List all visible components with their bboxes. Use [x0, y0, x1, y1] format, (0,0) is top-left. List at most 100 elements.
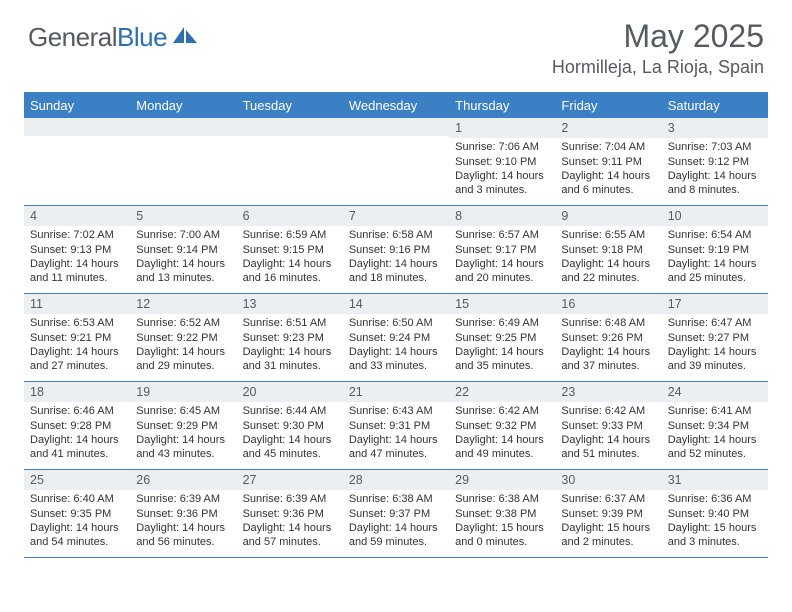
calendar-day-cell: 22Sunrise: 6:42 AMSunset: 9:32 PMDayligh…: [449, 382, 555, 470]
calendar-day-cell: 5Sunrise: 7:00 AMSunset: 9:14 PMDaylight…: [130, 206, 236, 294]
weekday-header: Monday: [130, 94, 236, 118]
sunrise-line: Sunrise: 6:39 AM: [136, 492, 230, 506]
sunset-line: Sunset: 9:32 PM: [455, 419, 549, 433]
weekday-header-row: SundayMondayTuesdayWednesdayThursdayFrid…: [24, 94, 768, 118]
weekday-header: Sunday: [24, 94, 130, 118]
sunset-line: Sunset: 9:29 PM: [136, 419, 230, 433]
sunset-line: Sunset: 9:36 PM: [136, 507, 230, 521]
day-details: Sunrise: 6:41 AMSunset: 9:34 PMDaylight:…: [662, 402, 768, 465]
day-number: 15: [449, 294, 555, 314]
sunrise-line: Sunrise: 6:42 AM: [561, 404, 655, 418]
daylight-line: Daylight: 14 hours and 20 minutes.: [455, 257, 549, 286]
day-details: Sunrise: 6:45 AMSunset: 9:29 PMDaylight:…: [130, 402, 236, 465]
calendar-empty-cell: [24, 118, 130, 206]
day-number: 21: [343, 382, 449, 402]
day-number: 27: [237, 470, 343, 490]
day-number: 18: [24, 382, 130, 402]
sunset-line: Sunset: 9:16 PM: [349, 243, 443, 257]
calendar-empty-cell: [343, 118, 449, 206]
location-text: Hormilleja, La Rioja, Spain: [552, 57, 764, 78]
sunset-line: Sunset: 9:15 PM: [243, 243, 337, 257]
month-title: May 2025: [552, 18, 764, 55]
calendar-day-cell: 6Sunrise: 6:59 AMSunset: 9:15 PMDaylight…: [237, 206, 343, 294]
sunset-line: Sunset: 9:33 PM: [561, 419, 655, 433]
day-details: Sunrise: 6:50 AMSunset: 9:24 PMDaylight:…: [343, 314, 449, 377]
day-details: Sunrise: 6:48 AMSunset: 9:26 PMDaylight:…: [555, 314, 661, 377]
sunset-line: Sunset: 9:27 PM: [668, 331, 762, 345]
sunset-line: Sunset: 9:36 PM: [243, 507, 337, 521]
sunset-line: Sunset: 9:17 PM: [455, 243, 549, 257]
daylight-line: Daylight: 14 hours and 31 minutes.: [243, 345, 337, 374]
sunrise-line: Sunrise: 6:55 AM: [561, 228, 655, 242]
day-details: Sunrise: 6:59 AMSunset: 9:15 PMDaylight:…: [237, 226, 343, 289]
day-number: 12: [130, 294, 236, 314]
daylight-line: Daylight: 14 hours and 59 minutes.: [349, 521, 443, 550]
daylight-line: Daylight: 14 hours and 52 minutes.: [668, 433, 762, 462]
day-details: Sunrise: 6:42 AMSunset: 9:33 PMDaylight:…: [555, 402, 661, 465]
sunrise-line: Sunrise: 6:45 AM: [136, 404, 230, 418]
daylight-line: Daylight: 14 hours and 43 minutes.: [136, 433, 230, 462]
calendar-day-cell: 24Sunrise: 6:41 AMSunset: 9:34 PMDayligh…: [662, 382, 768, 470]
calendar-day-cell: 29Sunrise: 6:38 AMSunset: 9:38 PMDayligh…: [449, 470, 555, 558]
day-number: 29: [449, 470, 555, 490]
daylight-line: Daylight: 14 hours and 54 minutes.: [30, 521, 124, 550]
weekday-header: Friday: [555, 94, 661, 118]
calendar-day-cell: 3Sunrise: 7:03 AMSunset: 9:12 PMDaylight…: [662, 118, 768, 206]
calendar-day-cell: 17Sunrise: 6:47 AMSunset: 9:27 PMDayligh…: [662, 294, 768, 382]
daylight-line: Daylight: 15 hours and 3 minutes.: [668, 521, 762, 550]
day-details: Sunrise: 6:53 AMSunset: 9:21 PMDaylight:…: [24, 314, 130, 377]
day-details: Sunrise: 6:46 AMSunset: 9:28 PMDaylight:…: [24, 402, 130, 465]
day-number: 2: [555, 118, 661, 138]
day-details: Sunrise: 6:37 AMSunset: 9:39 PMDaylight:…: [555, 490, 661, 553]
day-number: 26: [130, 470, 236, 490]
sunrise-line: Sunrise: 6:39 AM: [243, 492, 337, 506]
sunset-line: Sunset: 9:37 PM: [349, 507, 443, 521]
calendar-day-cell: 26 Sunrise: 6:39 AMSunset: 9:36 PMDayligh…: [130, 470, 236, 558]
daylight-line: Daylight: 14 hours and 11 minutes.: [30, 257, 124, 286]
calendar-day-cell: 12Sunrise: 6:52 AMSunset: 9:22 PMDayligh…: [130, 294, 236, 382]
sunrise-line: Sunrise: 6:53 AM: [30, 316, 124, 330]
header: GeneralBlue May 2025 Hormilleja, La Rioj…: [0, 0, 792, 84]
daylight-line: Daylight: 14 hours and 56 minutes.: [136, 521, 230, 550]
calendar-day-cell: 13Sunrise: 6:51 AMSunset: 9:23 PMDayligh…: [237, 294, 343, 382]
sunset-line: Sunset: 9:24 PM: [349, 331, 443, 345]
calendar-day-cell: 9Sunrise: 6:55 AMSunset: 9:18 PMDaylight…: [555, 206, 661, 294]
day-details: Sunrise: 6:38 AMSunset: 9:38 PMDaylight:…: [449, 490, 555, 553]
calendar: SundayMondayTuesdayWednesdayThursdayFrid…: [24, 92, 768, 558]
brand-part2: Blue: [117, 22, 167, 52]
sunrise-line: Sunrise: 6:50 AM: [349, 316, 443, 330]
sunset-line: Sunset: 9:30 PM: [243, 419, 337, 433]
day-number: 9: [555, 206, 661, 226]
sunrise-line: Sunrise: 6:38 AM: [349, 492, 443, 506]
day-number: 7: [343, 206, 449, 226]
day-number: 28: [343, 470, 449, 490]
daylight-line: Daylight: 14 hours and 51 minutes.: [561, 433, 655, 462]
daylight-line: Daylight: 14 hours and 45 minutes.: [243, 433, 337, 462]
day-details: Sunrise: 6:57 AMSunset: 9:17 PMDaylight:…: [449, 226, 555, 289]
daylight-line: Daylight: 14 hours and 37 minutes.: [561, 345, 655, 374]
calendar-day-cell: 8Sunrise: 6:57 AMSunset: 9:17 PMDaylight…: [449, 206, 555, 294]
day-details: Sunrise: 6:44 AMSunset: 9:30 PMDaylight:…: [237, 402, 343, 465]
calendar-day-cell: 11Sunrise: 6:53 AMSunset: 9:21 PMDayligh…: [24, 294, 130, 382]
day-number: 8: [449, 206, 555, 226]
daylight-line: Daylight: 14 hours and 39 minutes.: [668, 345, 762, 374]
daylight-line: Daylight: 15 hours and 0 minutes.: [455, 521, 549, 550]
day-details: Sunrise: 6:47 AMSunset: 9:27 PMDaylight:…: [662, 314, 768, 377]
day-details: Sunrise: 6:42 AMSunset: 9:32 PMDaylight:…: [449, 402, 555, 465]
daylight-line: Daylight: 14 hours and 49 minutes.: [455, 433, 549, 462]
day-details: Sunrise: 6:38 AMSunset: 9:37 PMDaylight:…: [343, 490, 449, 553]
sunrise-line: Sunrise: 6:37 AM: [561, 492, 655, 506]
sunrise-line: Sunrise: 7:02 AM: [30, 228, 124, 242]
calendar-day-cell: 18Sunrise: 6:46 AMSunset: 9:28 PMDayligh…: [24, 382, 130, 470]
sunset-line: Sunset: 9:22 PM: [136, 331, 230, 345]
sunset-line: Sunset: 9:12 PM: [668, 155, 762, 169]
sunrise-line: Sunrise: 6:51 AM: [243, 316, 337, 330]
day-number: 10: [662, 206, 768, 226]
day-number: 3: [662, 118, 768, 138]
daylight-line: Daylight: 14 hours and 6 minutes.: [561, 169, 655, 198]
calendar-day-cell: 14Sunrise: 6:50 AMSunset: 9:24 PMDayligh…: [343, 294, 449, 382]
sunrise-line: Sunrise: 6:54 AM: [668, 228, 762, 242]
sunset-line: Sunset: 9:23 PM: [243, 331, 337, 345]
day-details: Sunrise: 6:43 AMSunset: 9:31 PMDaylight:…: [343, 402, 449, 465]
calendar-day-cell: 25Sunrise: 6:40 AMSunset: 9:35 PMDayligh…: [24, 470, 130, 558]
